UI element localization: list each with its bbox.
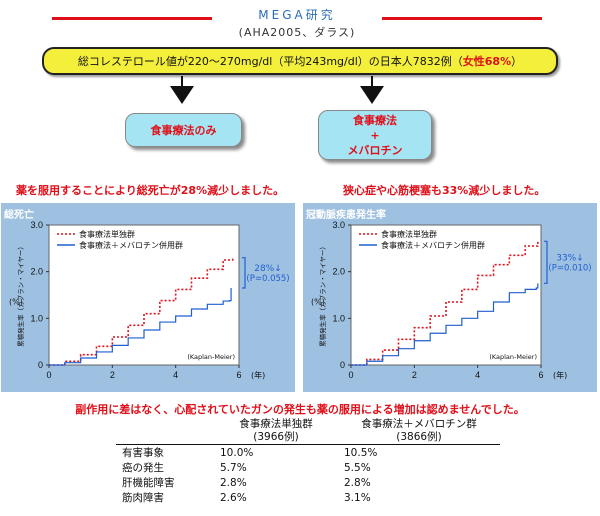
table-row: 筋肉障害 2.6% 3.1% <box>116 490 500 505</box>
row-label: 筋肉障害 <box>122 492 164 504</box>
conclusion-total-death: 薬を服用することにより総死亡が28%減少しました。 <box>16 184 285 197</box>
x-tick-label: 0 <box>46 370 51 380</box>
x-tick-label: 4 <box>475 370 480 380</box>
x-tick-label: 6 <box>236 370 241 380</box>
p-value-label: (P=0.055) <box>246 274 289 284</box>
table-header-blank <box>116 418 214 445</box>
row-label: 有害事象 <box>122 447 164 459</box>
y-tick-label: 1.0 <box>30 313 43 323</box>
y-tick-label: 3.0 <box>30 220 43 230</box>
row-value-diet-plus: 2.8% <box>344 476 371 489</box>
reduction-label: 33%↓ <box>556 253 584 263</box>
y-tick-label: 1.0 <box>332 313 345 323</box>
table-row: 肝機能障害 2.8% 2.8% <box>116 475 500 490</box>
group-diet-plus-line2: + <box>370 128 380 142</box>
side-effects-note: 副作用に差はなく、心配されていたガンの発生も薬の服用による増加は認めませんでした… <box>75 403 525 416</box>
x-tick-label: 6 <box>538 370 543 380</box>
group-diet-plus-mevalotin: 食事療法 + メバロチン <box>318 110 432 160</box>
female-ratio-highlight: 女性68% <box>462 55 512 68</box>
y-tick-label: 2.0 <box>30 267 43 277</box>
y-unit-label: (%) <box>311 297 325 306</box>
arrow-left-icon <box>170 86 194 104</box>
chart-title-coronary: 冠動脈疾患発生率 <box>306 210 386 221</box>
legend-label: 食事療法＋メバロチン併用群 <box>381 240 485 250</box>
series-diet-only-line <box>351 241 539 366</box>
arrow-right-stem <box>371 76 373 86</box>
series-diet-only-line <box>49 257 234 366</box>
y-axis-label: 累積発生率（カプラン・マイヤー） <box>318 243 327 347</box>
legend-label: 食事療法＋メバロチン併用群 <box>79 240 183 250</box>
table-row: 癌の発生 5.7% 5.5% <box>116 460 500 475</box>
difference-bracket <box>242 257 246 289</box>
study-population-box: 総コレステロール値が220～270mg/dl（平均243mg/dl）の日本人78… <box>42 47 558 75</box>
x-tick-label: 4 <box>173 370 178 380</box>
study-population-text: 総コレステロール値が220～270mg/dl（平均243mg/dl）の日本人78… <box>77 55 463 68</box>
row-value-diet-only: 5.7% <box>220 461 247 474</box>
chart-panel-total-death: 総死亡 0 1.0 2.0 3.0 0 2 4 6 (年) (%) 累積発生率（カプラン・マイヤー）… <box>1 203 295 392</box>
series-diet-plus-line <box>49 288 232 366</box>
table-row: 有害事象 10.0% 10.5% <box>116 445 500 461</box>
series-diet-plus-line <box>351 283 539 366</box>
conclusion-coronary: 狭心症や心筋梗塞も33%減少しました。 <box>343 184 546 197</box>
y-tick-label: 3.0 <box>332 220 345 230</box>
header-red-bar-right <box>382 17 542 20</box>
legend-label: 食事療法単独群 <box>381 229 437 239</box>
group-diet-plus-line3: メバロチン <box>347 143 403 157</box>
chart-coronary: 0 1.0 2.0 3.0 0 2 4 6 (年) (%)累積発生率（カプラン・マイヤー） 食事療法… <box>311 220 592 380</box>
row-value-diet-only: 2.6% <box>220 491 247 504</box>
chart-total-death: 0 1.0 2.0 3.0 0 2 4 6 (年) (%)累積発生率（カプラン・マイヤー） 食事療法… <box>9 220 290 380</box>
y-tick-label: 0 <box>38 360 43 370</box>
y-tick-label: 2.0 <box>332 267 345 277</box>
study-population-close: ） <box>511 55 523 68</box>
row-value-diet-plus: 3.1% <box>344 491 371 504</box>
chart-panel-coronary: 冠動脈疾患発生率 0 1.0 2.0 3.0 0 2 4 6 (年) (%) 累積発生率（カプラン・… <box>303 203 597 392</box>
group-diet-only: 食事療法のみ <box>125 113 242 147</box>
legend-label: 食事療法単独群 <box>79 229 135 239</box>
group-diet-plus-line1: 食事療法 <box>353 113 397 127</box>
page-subtitle: (AHA2005、ダラス) <box>238 26 356 39</box>
p-value-label: (P=0.010) <box>548 263 591 273</box>
x-tick-label: 0 <box>348 370 353 380</box>
row-value-diet-only: 10.0% <box>220 446 254 459</box>
row-label: 癌の発生 <box>122 462 164 474</box>
arrow-right-icon <box>360 86 384 104</box>
header-diet-plus-line1: 食事療法＋メバロチン群 <box>361 418 477 430</box>
method-label: (Kaplan-Meier) <box>489 353 537 361</box>
reduction-label: 28%↓ <box>254 264 282 274</box>
x-unit-label: (年) <box>251 370 265 380</box>
header-diet-only-line2: (3966例) <box>253 431 299 443</box>
plot-area <box>48 224 240 366</box>
x-tick-label: 2 <box>412 370 417 380</box>
row-value-diet-only: 2.8% <box>220 476 247 489</box>
row-value-diet-plus: 10.5% <box>344 446 378 459</box>
row-label: 肝機能障害 <box>122 477 175 489</box>
y-tick-label: 0 <box>340 360 345 370</box>
chart-title-total-death: 総死亡 <box>4 210 34 221</box>
header-diet-plus-line2: (3866例) <box>396 431 442 443</box>
table-header-diet-plus: 食事療法＋メバロチン群 (3866例) <box>338 418 500 445</box>
header-red-bar-left <box>52 17 212 20</box>
x-unit-label: (年) <box>553 370 567 380</box>
table-header-row: 食事療法単独群 (3966例) 食事療法＋メバロチン群 (3866例) <box>116 418 500 445</box>
y-axis-label: 累積発生率（カプラン・マイヤー） <box>16 243 25 347</box>
method-label: (Kaplan-Meier) <box>187 353 235 361</box>
side-effects-table: 食事療法単独群 (3966例) 食事療法＋メバロチン群 (3866例) 有害事象… <box>116 418 500 505</box>
group-diet-only-label: 食事療法のみ <box>150 123 217 137</box>
page-title: MEGA研究 <box>258 8 336 22</box>
table-header-diet-only: 食事療法単独群 (3966例) <box>214 418 338 445</box>
row-value-diet-plus: 5.5% <box>344 461 371 474</box>
x-tick-label: 2 <box>110 370 115 380</box>
header-diet-only-line1: 食事療法単独群 <box>239 418 313 430</box>
y-unit-label: (%) <box>9 297 23 306</box>
difference-bracket <box>544 240 548 284</box>
arrow-left-stem <box>181 76 183 86</box>
